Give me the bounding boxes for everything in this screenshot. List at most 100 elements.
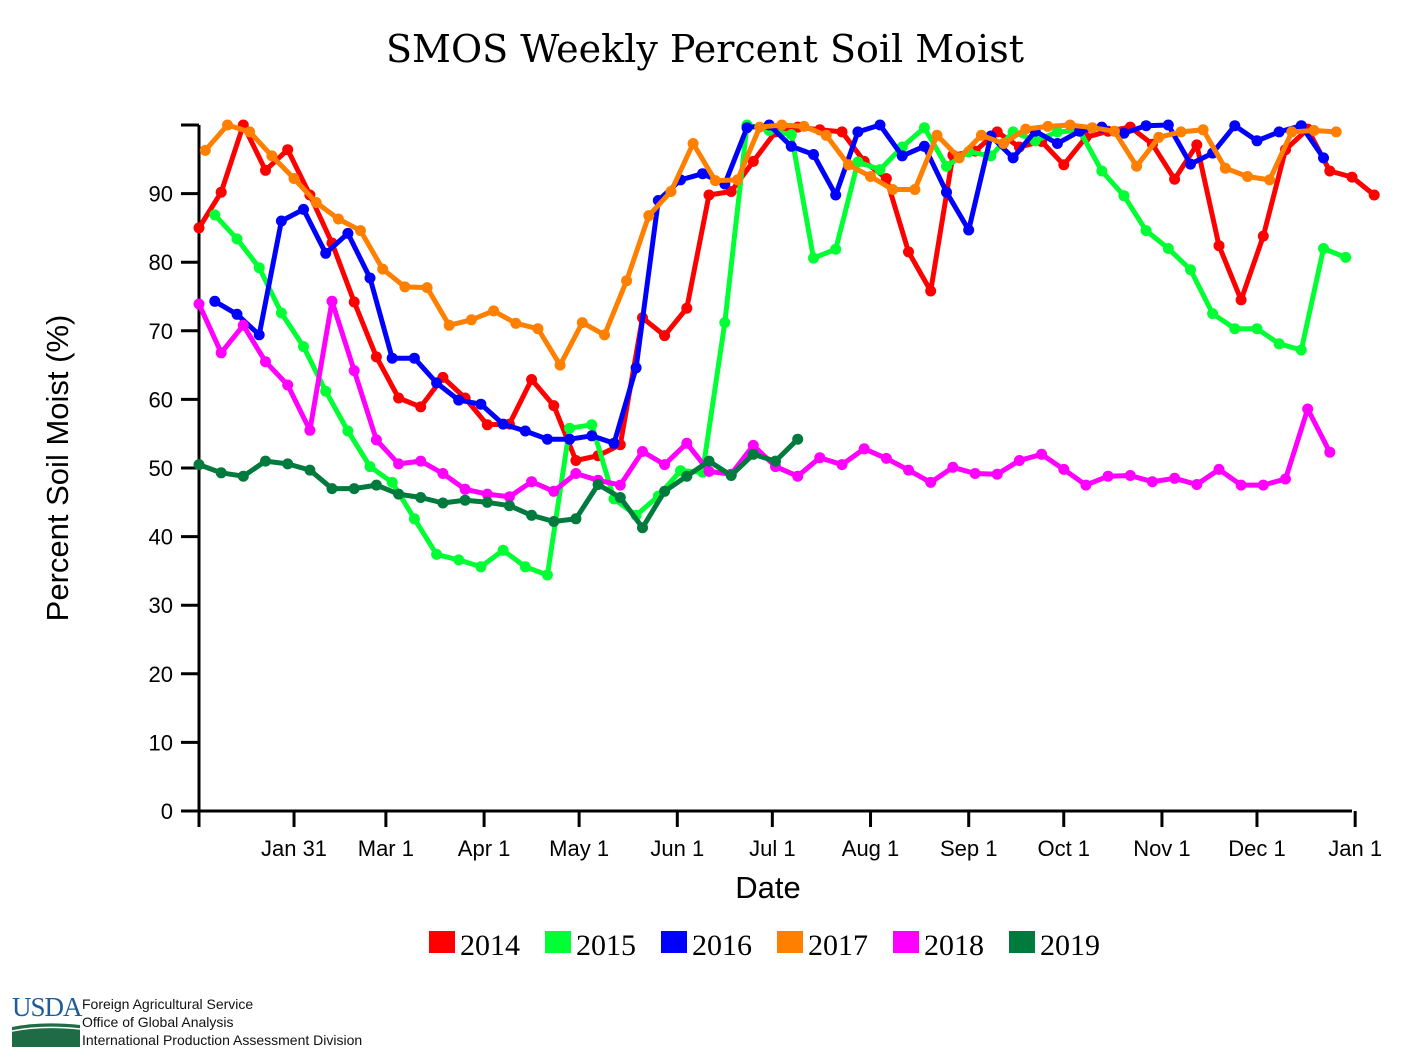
series-2014 (193, 119, 1380, 466)
point-2017-18 (599, 329, 610, 341)
point-2017-20 (643, 210, 655, 222)
point-2016-3 (275, 215, 287, 227)
point-2019-6 (326, 483, 338, 495)
point-2019-2 (237, 470, 249, 482)
point-2015-7 (364, 461, 376, 473)
point-2015-12 (475, 561, 487, 573)
point-2015-3 (275, 307, 287, 319)
point-2018-39 (1058, 463, 1070, 475)
point-2018-11 (437, 468, 449, 479)
point-2015-30 (874, 164, 886, 176)
point-2019-12 (459, 494, 471, 506)
legend-label-2015: 2015 (576, 929, 636, 962)
point-2018-3 (260, 356, 271, 368)
point-2018-14 (503, 491, 515, 503)
point-2014-23 (703, 189, 715, 201)
point-2016-24 (741, 122, 753, 134)
point-2015-11 (453, 554, 465, 566)
point-2017-7 (355, 225, 366, 237)
point-2014-7 (348, 296, 360, 308)
point-2018-37 (1013, 455, 1025, 466)
point-2014-33 (925, 285, 937, 297)
series-2016 (209, 119, 1329, 449)
x-tick-label-3: May 1 (549, 836, 609, 861)
point-2015-6 (342, 425, 354, 437)
point-2018-31 (880, 452, 892, 464)
legend-swatch-2016 (661, 931, 687, 953)
point-2014-44 (1169, 173, 1181, 185)
axes: 0 10 20 30 40 50 60 70 80 90 Jan 31 Mar 1 Apr 1 May 1… (149, 123, 1382, 861)
point-2016-10 (431, 377, 443, 389)
point-2018-30 (858, 443, 870, 455)
point-2018-12 (459, 483, 471, 495)
point-2016-6 (342, 227, 354, 239)
usda-logo: USDA (11, 992, 83, 1047)
point-2015-41 (1118, 190, 1130, 202)
point-2015-26 (785, 129, 797, 141)
point-2017-43 (1153, 131, 1165, 143)
point-2015-46 (1229, 323, 1241, 335)
x-tick-label-9: Nov 1 (1133, 836, 1190, 861)
point-2019-10 (415, 492, 427, 503)
point-2015-8 (386, 476, 398, 488)
point-2016-8 (386, 352, 398, 364)
x-tick-label-4: Jun 1 (650, 836, 704, 861)
y-tick-label-30: 30 (149, 593, 173, 618)
point-2017-30 (865, 171, 876, 182)
legend-swatch-2017 (777, 931, 803, 953)
point-2015-50 (1318, 243, 1329, 254)
point-2018-36 (991, 468, 1003, 480)
point-2017-44 (1175, 126, 1187, 138)
x-tick-label-8: Oct 1 (1037, 836, 1090, 861)
point-2018-27 (792, 470, 804, 482)
point-2017-31 (887, 184, 899, 195)
point-2015-2 (253, 262, 265, 274)
point-2017-24 (732, 174, 743, 186)
point-2018-41 (1102, 470, 1114, 482)
point-2019-16 (548, 516, 560, 527)
point-2014-16 (548, 400, 560, 412)
point-2018-25 (747, 439, 759, 451)
series-2017 (199, 119, 1342, 371)
legend-swatch-2018 (893, 931, 919, 953)
point-2019-9 (393, 488, 405, 500)
series-line-2016 (212, 122, 1326, 446)
point-2019-13 (481, 496, 493, 508)
point-2014-39 (1058, 159, 1070, 171)
point-2016-18 (608, 437, 620, 449)
point-2017-10 (421, 282, 433, 294)
y-tick-label-80: 80 (149, 250, 173, 275)
point-2015-23 (719, 317, 731, 329)
point-2018-8 (370, 434, 382, 446)
point-2017-36 (998, 138, 1010, 149)
point-2019-20 (637, 522, 648, 534)
point-2014-13 (481, 419, 493, 431)
usda-line-office: Office of Global Analysis (82, 1014, 234, 1030)
point-2019-22 (681, 470, 693, 482)
point-2016-31 (896, 150, 908, 162)
series-layer (193, 119, 1380, 581)
point-2018-4 (282, 379, 294, 391)
y-tick-label-60: 60 (149, 387, 173, 412)
point-2019-14 (503, 500, 515, 512)
y-tick-label-20: 20 (149, 662, 173, 687)
point-2016-5 (320, 247, 332, 259)
point-2018-17 (570, 468, 582, 479)
legend-label-2019: 2019 (1040, 929, 1100, 962)
point-2016-26 (785, 140, 797, 152)
point-2015-13 (497, 544, 509, 556)
legend-swatch-2014 (429, 931, 455, 953)
point-2017-39 (1064, 119, 1076, 131)
y-tick-label-90: 90 (149, 182, 173, 207)
point-2016-0 (209, 295, 221, 307)
point-2015-28 (830, 243, 842, 255)
point-2018-15 (526, 476, 538, 488)
point-2015-27 (808, 252, 819, 264)
point-2014-4 (282, 144, 294, 156)
point-2016-41 (1118, 127, 1130, 139)
point-2015-14 (519, 561, 531, 573)
point-2018-10 (415, 455, 427, 467)
point-2017-28 (820, 129, 832, 141)
point-2017-6 (332, 213, 344, 225)
legend: 2014 2015 2016 2017 2018 2019 (429, 929, 1100, 962)
